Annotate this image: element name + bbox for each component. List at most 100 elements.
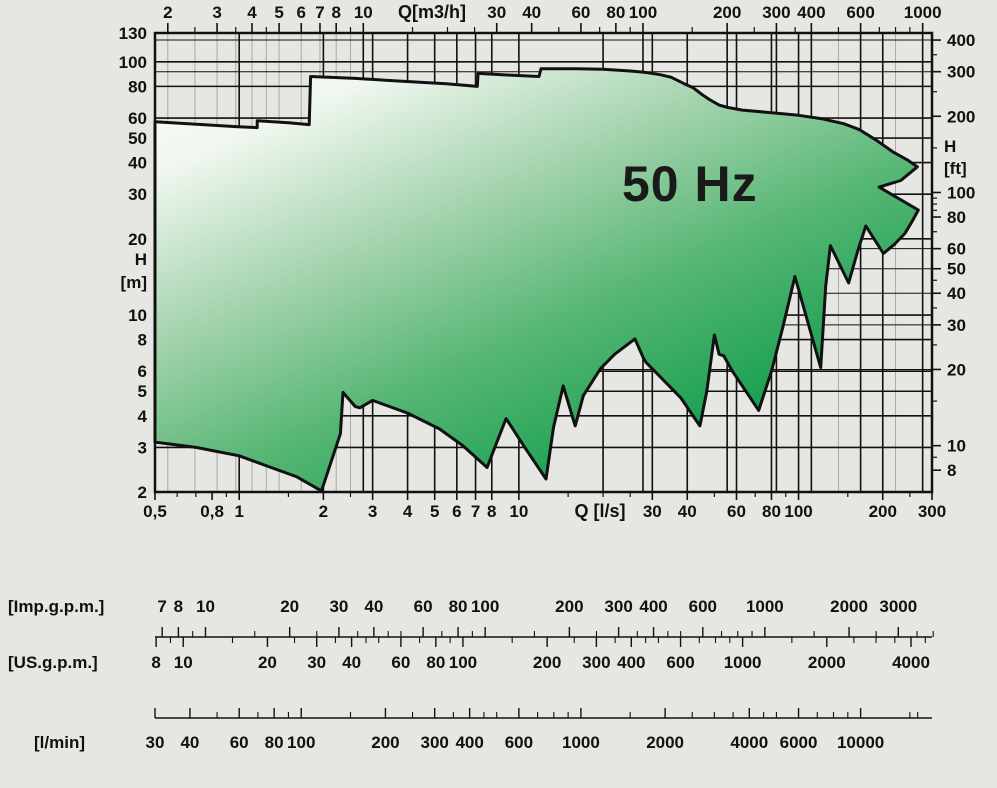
svg-text:60: 60 [391,653,410,672]
svg-text:7: 7 [315,3,324,22]
svg-text:10: 10 [128,306,147,325]
svg-text:50: 50 [128,129,147,148]
axis-bottom-ls: 0,5 0,8 1 2 3 4 5 6 7 8 10 30 40 60 80 100 200 300 Q [l/s] [143,492,946,521]
svg-text:5: 5 [274,3,283,22]
svg-text:10: 10 [947,437,966,456]
svg-text:100: 100 [471,597,499,616]
svg-text:80: 80 [426,653,445,672]
svg-text:10: 10 [509,502,528,521]
ruler-us-gpm: 8 10 20 30 40 60 80 100 200 300 400 600 1000 2000 4000 [151,637,930,672]
svg-text:5: 5 [138,382,147,401]
operating-range-envelope [153,67,920,493]
frequency-label: 50 Hz [622,156,758,212]
svg-text:400: 400 [639,597,667,616]
svg-text:[m]: [m] [121,273,147,292]
svg-text:200: 200 [555,597,583,616]
svg-text:400: 400 [797,3,825,22]
svg-text:200: 200 [713,3,741,22]
svg-text:40: 40 [947,284,966,303]
svg-text:3000: 3000 [879,597,917,616]
svg-text:130: 130 [119,24,147,43]
svg-text:1000: 1000 [904,3,942,22]
svg-text:100: 100 [119,53,147,72]
svg-text:60: 60 [571,3,590,22]
svg-text:100: 100 [784,502,812,521]
svg-text:40: 40 [180,733,199,752]
svg-text:80: 80 [265,733,284,752]
svg-text:[ft]: [ft] [944,159,967,178]
svg-text:6: 6 [138,362,147,381]
svg-text:300: 300 [582,653,610,672]
svg-text:4000: 4000 [892,653,930,672]
svg-text:4: 4 [138,407,148,426]
svg-text:100: 100 [629,3,657,22]
svg-text:40: 40 [678,502,697,521]
svg-text:10000: 10000 [837,733,884,752]
svg-text:20: 20 [947,360,966,379]
svg-text:30: 30 [146,733,165,752]
svg-text:3: 3 [212,3,221,22]
svg-text:8: 8 [174,597,183,616]
imp-gpm-scale-label: [Imp.g.p.m.] [8,597,105,616]
svg-text:30: 30 [643,502,662,521]
svg-text:30: 30 [487,3,506,22]
svg-text:3: 3 [368,502,377,521]
svg-text:80: 80 [606,3,625,22]
svg-text:2000: 2000 [830,597,868,616]
svg-text:100: 100 [287,733,315,752]
svg-text:300: 300 [420,733,448,752]
svg-text:30: 30 [329,597,348,616]
svg-text:300: 300 [918,502,946,521]
svg-text:300: 300 [604,597,632,616]
svg-text:50: 50 [947,260,966,279]
svg-text:60: 60 [230,733,249,752]
svg-text:60: 60 [414,597,433,616]
svg-text:80: 80 [762,502,781,521]
l-min-scale-label: [l/min] [34,733,85,752]
svg-text:8: 8 [487,502,496,521]
svg-text:200: 200 [371,733,399,752]
svg-text:40: 40 [364,597,383,616]
svg-text:10: 10 [354,3,373,22]
svg-text:30: 30 [307,653,326,672]
svg-text:4: 4 [403,502,413,521]
svg-text:5: 5 [430,502,439,521]
svg-text:600: 600 [505,733,533,752]
svg-text:10: 10 [174,653,193,672]
svg-text:0,8: 0,8 [200,502,224,521]
ruler-l-min: 30 40 60 80 100 200 300 400 600 1000 2000 4000 6000 1… [146,708,932,752]
svg-text:6: 6 [297,3,306,22]
svg-text:80: 80 [449,597,468,616]
ruler-imp-gpm: 7 8 10 20 30 40 60 80 100 200 300 400 600 1000 2000 300… [155,597,934,638]
svg-text:20: 20 [280,597,299,616]
svg-text:60: 60 [128,109,147,128]
svg-text:600: 600 [846,3,874,22]
svg-text:Q [l/s]: Q [l/s] [574,501,625,521]
svg-text:100: 100 [947,183,975,202]
svg-text:200: 200 [869,502,897,521]
plot-border [153,31,934,494]
svg-text:400: 400 [455,733,483,752]
svg-text:1000: 1000 [562,733,600,752]
svg-text:80: 80 [947,208,966,227]
svg-text:40: 40 [522,3,541,22]
svg-text:6: 6 [452,502,461,521]
svg-text:60: 60 [947,240,966,259]
svg-text:400: 400 [617,653,645,672]
svg-text:4000: 4000 [730,733,768,752]
svg-text:H: H [944,137,956,156]
svg-text:6000: 6000 [780,733,818,752]
svg-text:7: 7 [157,597,166,616]
svg-text:80: 80 [128,77,147,96]
svg-text:8: 8 [331,3,340,22]
svg-text:H: H [135,250,147,269]
svg-text:7: 7 [471,502,480,521]
svg-text:20: 20 [128,230,147,249]
svg-text:3: 3 [138,438,147,457]
svg-text:0,5: 0,5 [143,502,167,521]
svg-text:8: 8 [151,653,160,672]
svg-text:30: 30 [947,316,966,335]
